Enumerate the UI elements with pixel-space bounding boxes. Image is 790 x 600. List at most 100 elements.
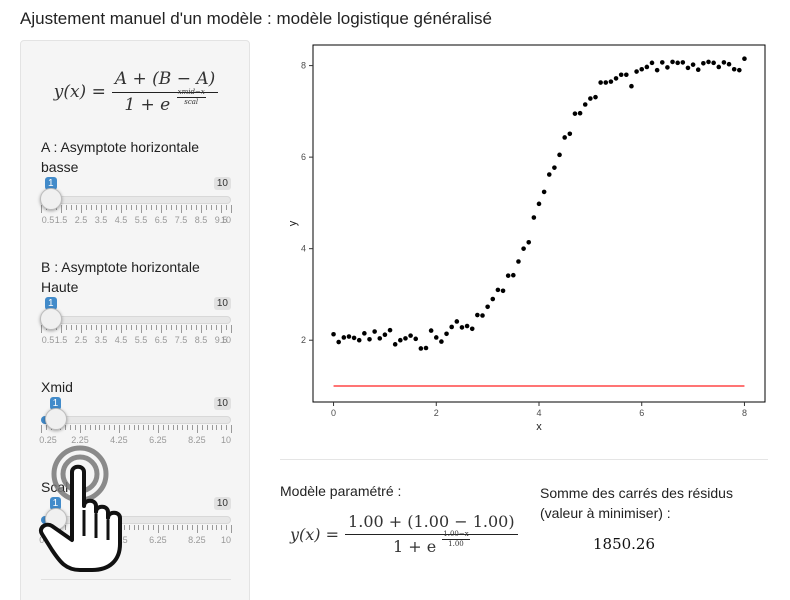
slider-minor-tick <box>171 325 172 330</box>
data-point <box>552 165 557 170</box>
slider-minor-tick <box>182 525 183 530</box>
data-point <box>634 69 639 74</box>
slider-minor-tick <box>221 525 222 530</box>
slider-widget[interactable]: 1 10 0.5 1.5 2.5 3.5 4.5 5.5 6.5 7.5 8.5 9.5 10 <box>41 297 231 357</box>
slider-track[interactable] <box>41 416 231 424</box>
slider-major-tick <box>181 325 182 333</box>
fitted-equation-numerator: 1.00 + (1.00 − 1.00) <box>345 512 518 535</box>
slider-tick-labels: 0.5 1.5 2.5 3.5 4.5 5.5 6.5 7.5 8.5 9.5 10 <box>41 335 231 347</box>
slider-tick-label: 8.25 <box>188 535 206 545</box>
slider-widget[interactable]: 1 10 0.5 1.5 2.5 3.5 4.5 5.5 6.5 7.5 8.5 9.5 10 <box>41 177 231 237</box>
slider-tick-label: 6.5 <box>155 335 168 345</box>
slider-major-tick <box>121 205 122 213</box>
slider-major-tick <box>121 325 122 333</box>
slider-handle[interactable] <box>40 188 62 210</box>
data-point <box>347 334 352 339</box>
x-tick-label: 2 <box>434 408 439 418</box>
slider-handle[interactable] <box>45 408 67 430</box>
slider-minor-tick <box>106 205 107 210</box>
slider-tick-label: 1.5 <box>55 335 68 345</box>
data-point <box>424 346 429 351</box>
slider-minor-tick <box>151 205 152 210</box>
data-point <box>383 332 388 337</box>
slider-minor-tick <box>207 425 208 430</box>
data-point <box>398 338 403 343</box>
data-point <box>449 325 454 330</box>
data-point <box>716 65 721 70</box>
slider-handle[interactable] <box>40 308 62 330</box>
slider-minor-tick <box>86 205 87 210</box>
slider-minor-tick <box>126 325 127 330</box>
slider-minor-tick <box>66 205 67 210</box>
slider-tick-label: 7.5 <box>175 215 188 225</box>
slider-tick-label: 6.25 <box>149 435 167 445</box>
data-point <box>413 337 418 342</box>
slider-minor-tick <box>166 205 167 210</box>
slider-tick-label: 10 <box>221 435 231 445</box>
data-point <box>465 324 470 329</box>
slider-major-tick <box>158 525 159 533</box>
slider-major-tick <box>231 205 232 213</box>
fitted-equation-denominator: 1 + e <box>393 537 436 556</box>
slider-max-badge: 10 <box>214 297 231 310</box>
data-point <box>336 340 341 345</box>
slider-track[interactable] <box>41 316 231 324</box>
slider-minor-tick <box>186 325 187 330</box>
data-point <box>388 328 393 333</box>
slider-minor-tick <box>207 525 208 530</box>
data-point <box>419 346 424 351</box>
data-point <box>403 336 408 341</box>
slider-tick-label: 5.5 <box>135 215 148 225</box>
slider-major-tick <box>101 205 102 213</box>
slider-minor-tick <box>163 525 164 530</box>
data-point <box>434 335 439 340</box>
slider-major-tick <box>119 425 120 433</box>
data-point <box>603 80 608 85</box>
y-axis-label: y <box>287 220 299 226</box>
slider-minor-tick <box>216 525 217 530</box>
slider-minor-tick <box>70 425 71 430</box>
slider-tick-label: 10 <box>221 535 231 545</box>
data-point <box>526 240 531 245</box>
slider-minor-tick <box>153 525 154 530</box>
data-point <box>455 319 460 324</box>
data-point <box>490 297 495 302</box>
data-point <box>598 80 603 85</box>
data-point <box>331 332 336 337</box>
fitted-equation-exp-num: 1.00−x <box>442 530 469 540</box>
page-title: Ajustement manuel d'un modèle : modèle l… <box>20 9 492 29</box>
plot-frame <box>313 45 765 402</box>
data-point <box>501 288 506 293</box>
slider-minor-tick <box>146 205 147 210</box>
slider-b: B : Asymptote horizontale Haute 1 10 0.5 1.5… <box>41 257 231 357</box>
slider-minor-tick <box>206 205 207 210</box>
data-point <box>701 61 706 66</box>
data-point <box>460 325 465 330</box>
slider-tick-label: 8.25 <box>188 435 206 445</box>
data-point <box>568 131 573 136</box>
x-tick-label: 4 <box>536 408 541 418</box>
slider-tick-label: 6.25 <box>149 535 167 545</box>
slider-major-tick <box>197 525 198 533</box>
data-point <box>393 342 398 347</box>
slider-track[interactable] <box>41 196 231 204</box>
slider-minor-tick <box>192 425 193 430</box>
slider-minor-tick <box>136 325 137 330</box>
slider-minor-tick <box>196 205 197 210</box>
slider-major-tick <box>61 205 62 213</box>
slider-minor-tick <box>76 205 77 210</box>
data-point <box>706 60 711 65</box>
data-point <box>624 72 629 77</box>
data-point <box>511 273 516 278</box>
slider-minor-tick <box>151 325 152 330</box>
equation-exp-den: scal <box>184 98 198 106</box>
data-point <box>588 96 593 101</box>
slider-minor-tick <box>153 425 154 430</box>
slider-minor-tick <box>173 425 174 430</box>
slider-minor-tick <box>212 525 213 530</box>
data-point <box>593 95 598 100</box>
data-point <box>470 326 475 331</box>
slider-minor-tick <box>202 425 203 430</box>
slider-minor-tick <box>86 325 87 330</box>
slider-minor-tick <box>187 525 188 530</box>
